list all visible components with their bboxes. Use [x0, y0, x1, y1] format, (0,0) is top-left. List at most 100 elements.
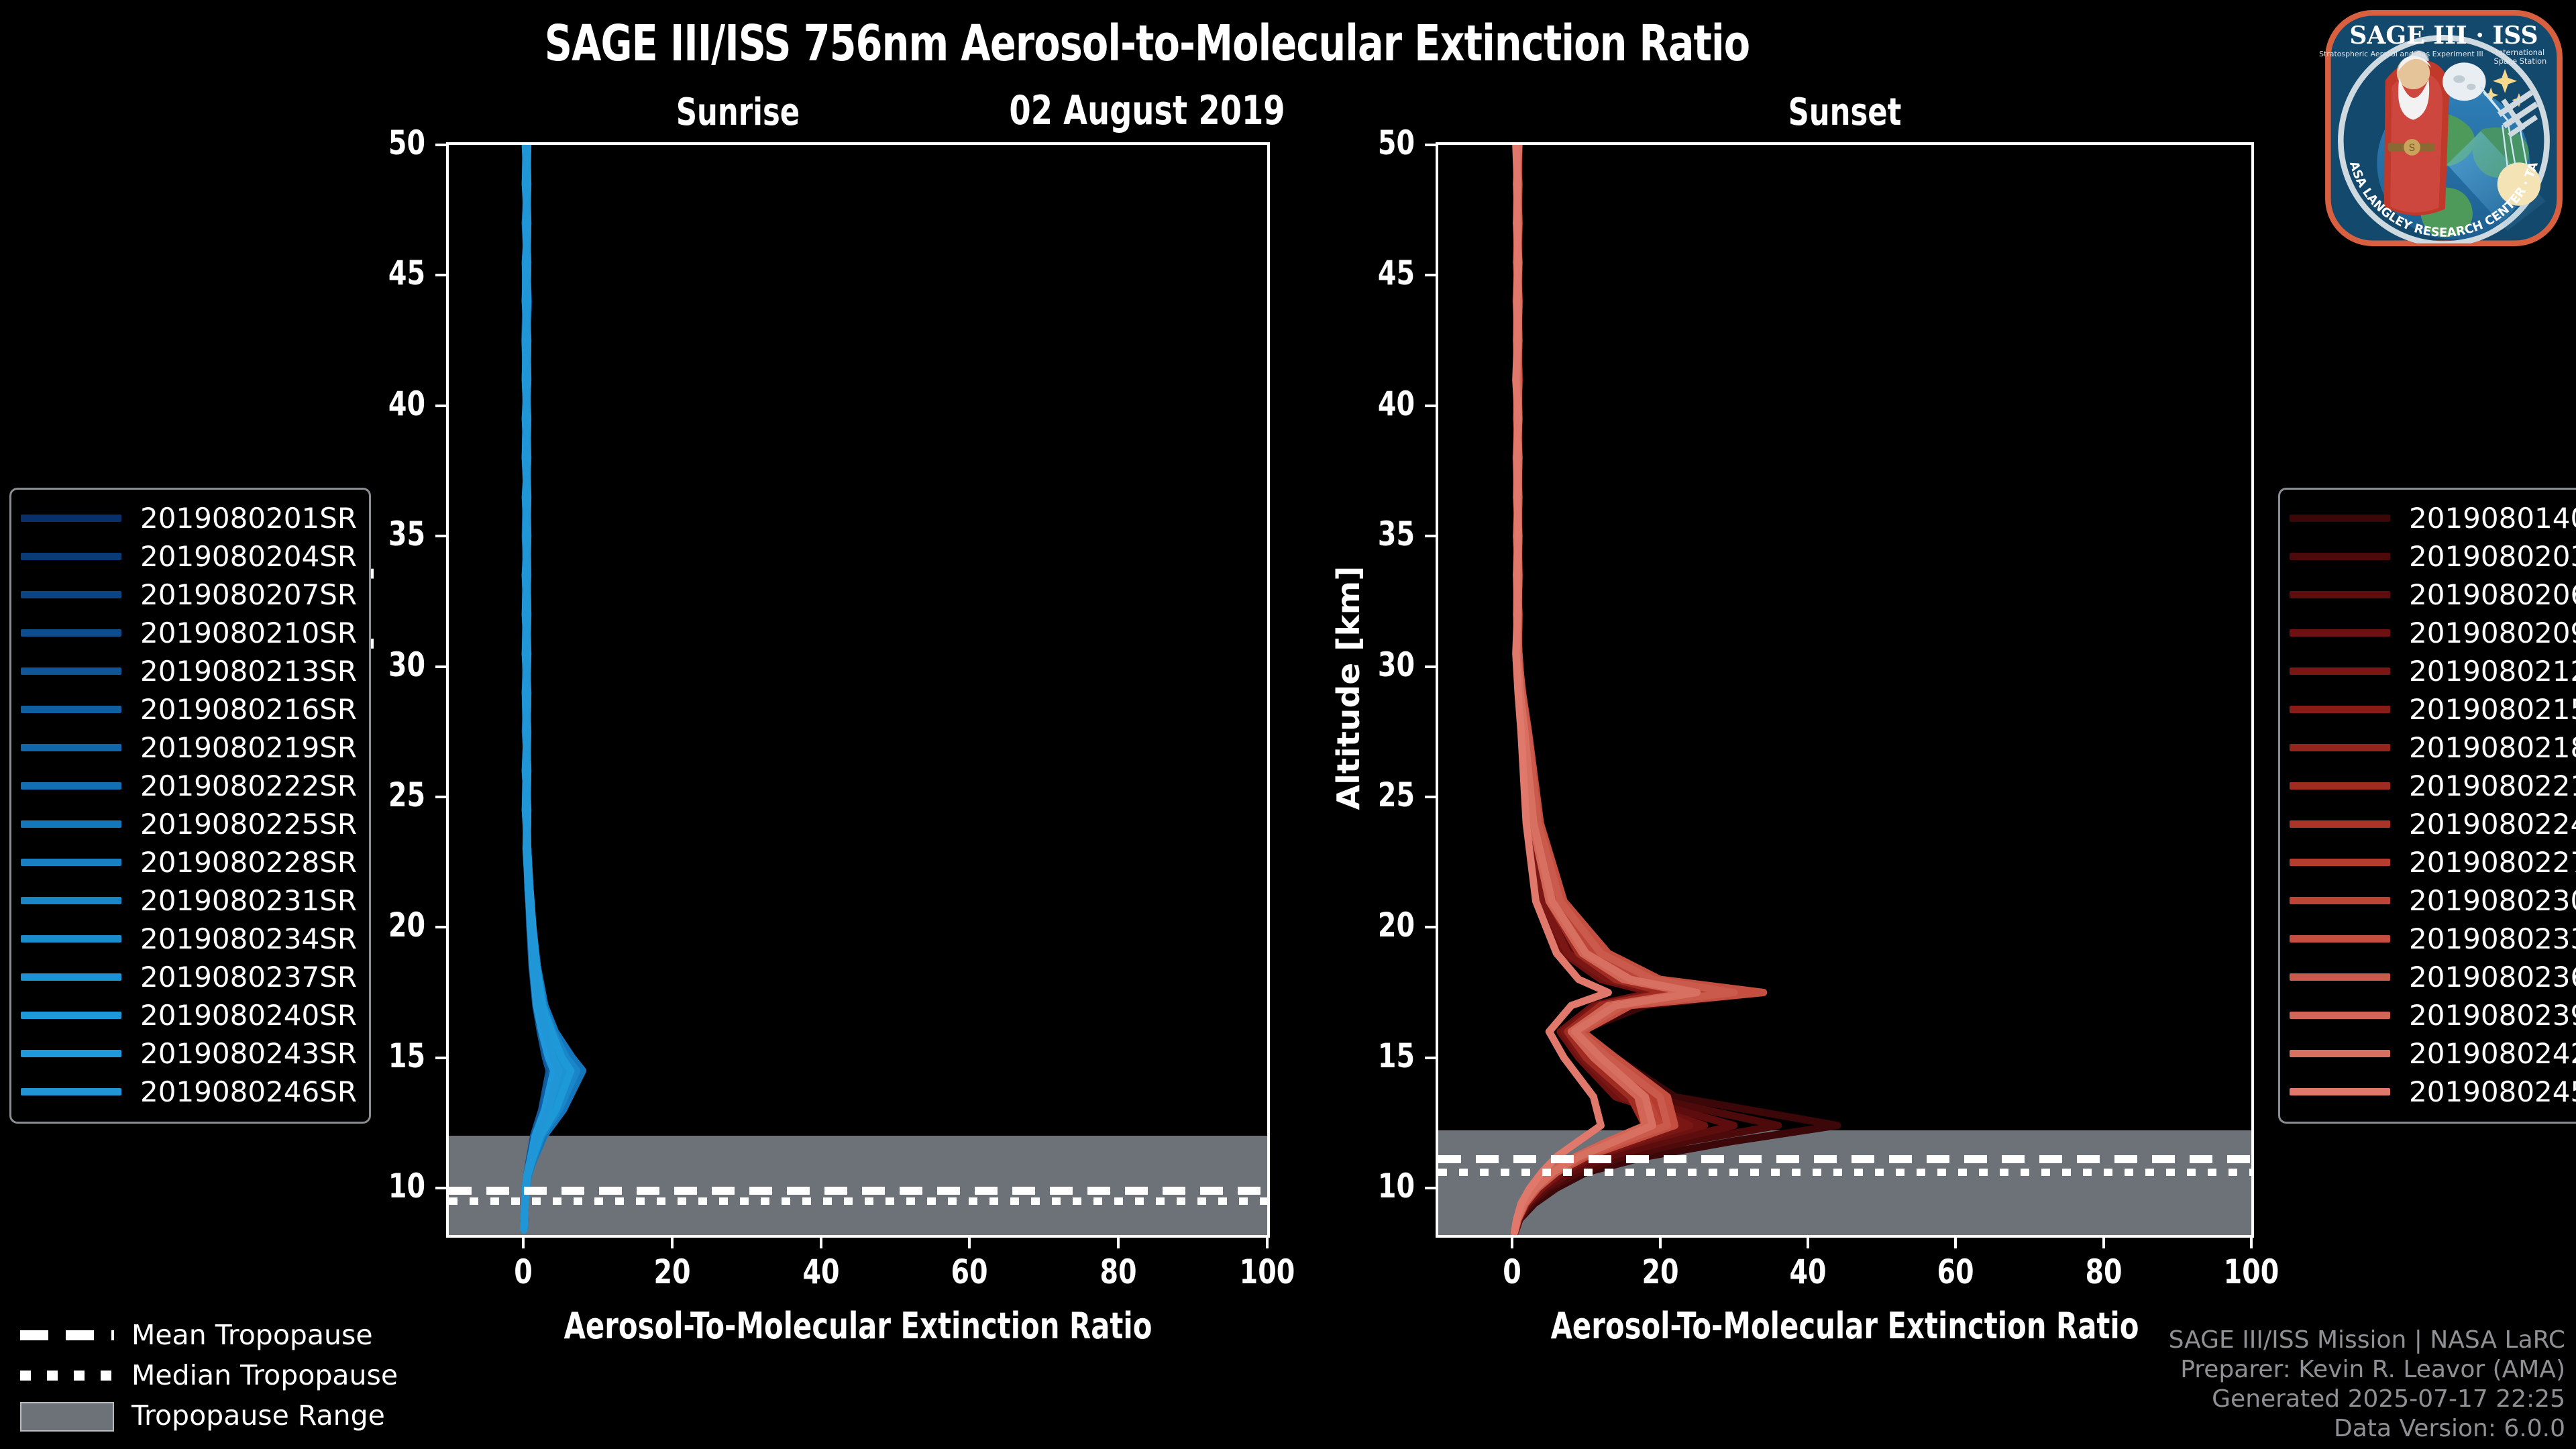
legend-color-swatch-icon	[21, 553, 121, 560]
credits-line-mission: SAGE III/ISS Mission | NASA LaRC	[2168, 1326, 2565, 1354]
y-axis-title: Altitude [km]	[1330, 566, 1367, 810]
legend-item[interactable]: 2019080212SS	[2290, 652, 2576, 690]
legend-item[interactable]: 2019080225SR	[21, 805, 357, 843]
legend-item[interactable]: 2019080206SS	[2290, 576, 2576, 614]
series-line	[1511, 145, 1841, 1235]
series-line	[1511, 145, 1694, 1235]
legend-color-swatch-icon	[2290, 706, 2390, 713]
legend-color-swatch-icon	[2290, 553, 2390, 560]
legend-item-label: 2019080237SR	[140, 961, 358, 994]
sunrise-panel-title: Sunrise	[676, 91, 800, 134]
legend-item[interactable]: 2019080227SS	[2290, 843, 2576, 881]
legend-item-label: 2019080234SR	[140, 922, 358, 955]
y-axis-tick-mark	[435, 926, 446, 929]
legend-item[interactable]: 2019080245SS	[2290, 1073, 2576, 1111]
y-axis-tick-label: 10	[1377, 1167, 1415, 1206]
legend-item-label: 2019080230SS	[2409, 884, 2576, 917]
legend-item-label: 2019080210SR	[140, 616, 358, 649]
legend-item[interactable]: 2019080140SS	[2290, 499, 2576, 537]
legend-item[interactable]: 2019080221SS	[2290, 767, 2576, 805]
legend-item[interactable]: 2019080243SR	[21, 1034, 357, 1073]
legend-item[interactable]: 2019080209SS	[2290, 614, 2576, 652]
legend-item[interactable]: 2019080215SS	[2290, 690, 2576, 729]
legend-item[interactable]: 2019080204SR	[21, 537, 357, 576]
legend-item[interactable]: 2019080239SS	[2290, 996, 2576, 1034]
legend-color-swatch-icon	[21, 706, 121, 713]
x-axis-tick-mark	[968, 1238, 971, 1248]
y-axis-tick-label: 35	[1377, 515, 1415, 554]
legend-color-swatch-icon	[21, 782, 121, 790]
y-axis-tick-label: 45	[388, 254, 425, 293]
legend-item[interactable]: 2019080228SR	[21, 843, 357, 881]
legend-item[interactable]: 2019080203SS	[2290, 537, 2576, 576]
legend-item-label: 2019080242SS	[2409, 1037, 2576, 1070]
y-axis-tick-label: 20	[388, 906, 425, 945]
legend-item-label: 2019080213SR	[140, 655, 358, 688]
legend-item[interactable]: 2019080224SS	[2290, 805, 2576, 843]
legend-item-label: 2019080245SS	[2409, 1075, 2576, 1108]
mean-tropopause-label: Mean Tropopause	[131, 1319, 373, 1351]
legend-item[interactable]: 2019080222SR	[21, 767, 357, 805]
mean-tropopause-line-icon	[20, 1330, 114, 1340]
legend-item-label: 2019080215SS	[2409, 693, 2576, 726]
sunset-plot-area	[1436, 142, 2254, 1238]
legend-item[interactable]: 2019080230SS	[2290, 881, 2576, 920]
y-axis-tick-mark	[435, 274, 446, 277]
legend-item[interactable]: 2019080216SR	[21, 690, 357, 729]
y-axis-tick-mark	[1425, 144, 1436, 146]
y-axis-tick-mark	[435, 1187, 446, 1190]
legend-item[interactable]: 2019080213SR	[21, 652, 357, 690]
legend-item-label: 2019080203SS	[2409, 540, 2576, 573]
legend-item-label: 2019080219SR	[140, 731, 358, 764]
y-axis-tick-label: 50	[1377, 123, 1415, 162]
tropopause-range-label: Tropopause Range	[131, 1399, 385, 1432]
series-line	[520, 145, 563, 1234]
legend-item[interactable]: 2019080240SR	[21, 996, 357, 1034]
patch-subtitle-right-1: International	[2496, 48, 2545, 57]
legend-item[interactable]: 2019080234SR	[21, 920, 357, 958]
x-axis-tick-label: 100	[1239, 1252, 1295, 1291]
legend-item[interactable]: 2019080219SR	[21, 729, 357, 767]
y-axis-tick-mark	[435, 795, 446, 798]
y-axis-tick-mark	[1425, 665, 1436, 668]
y-axis-tick-mark	[1425, 535, 1436, 538]
legend-item[interactable]: 2019080236SS	[2290, 958, 2576, 996]
legend-color-swatch-icon	[2290, 629, 2390, 637]
median-tropopause-label: Median Tropopause	[131, 1359, 398, 1391]
legend-item[interactable]: 2019080246SR	[21, 1073, 357, 1111]
x-axis-tick-mark	[1266, 1238, 1269, 1248]
x-axis-tick-label: 20	[653, 1252, 691, 1291]
series-line	[1511, 145, 1612, 1235]
y-axis-tick-mark	[435, 404, 446, 407]
legend-item-label: 2019080207SR	[140, 578, 358, 611]
legend-item[interactable]: 2019080210SR	[21, 614, 357, 652]
x-axis-title: Aerosol-To-Molecular Extinction Ratio	[564, 1305, 1152, 1347]
y-axis-tick-mark	[1425, 795, 1436, 798]
y-axis-tick-mark	[1425, 274, 1436, 277]
tropopause-legend: Mean Tropopause Median Tropopause Tropop…	[20, 1315, 398, 1436]
legend-color-swatch-icon	[2290, 1012, 2390, 1019]
legend-item-label: 2019080227SS	[2409, 846, 2576, 879]
legend-item[interactable]: 2019080233SS	[2290, 920, 2576, 958]
legend-item[interactable]: 2019080218SS	[2290, 729, 2576, 767]
median-tropopause-line-icon	[20, 1371, 114, 1381]
legend-item[interactable]: 2019080237SR	[21, 958, 357, 996]
sunrise-plot-area	[446, 142, 1270, 1238]
credits-block: SAGE III/ISS Mission | NASA LaRC Prepare…	[2169, 1326, 2565, 1444]
legend-color-swatch-icon	[2290, 1050, 2390, 1057]
y-axis-tick-label: 20	[1377, 906, 1415, 945]
y-axis-tick-label: 10	[388, 1167, 425, 1206]
legend-color-swatch-icon	[21, 1088, 121, 1095]
legend-item[interactable]: 2019080242SS	[2290, 1034, 2576, 1073]
median-tropopause-line	[1438, 1169, 2251, 1177]
legend-item-label: 2019080204SR	[140, 540, 358, 573]
legend-color-swatch-icon	[21, 935, 121, 943]
x-axis-tick-mark	[819, 1238, 822, 1248]
legend-item[interactable]: 2019080231SR	[21, 881, 357, 920]
legend-item[interactable]: 2019080201SR	[21, 499, 357, 537]
legend-item[interactable]: 2019080207SR	[21, 576, 357, 614]
x-axis-title: Aerosol-To-Molecular Extinction Ratio	[1550, 1305, 2139, 1347]
legend-item-label: 2019080221SS	[2409, 769, 2576, 802]
legend-color-swatch-icon	[21, 1050, 121, 1057]
legend-color-swatch-icon	[21, 515, 121, 522]
